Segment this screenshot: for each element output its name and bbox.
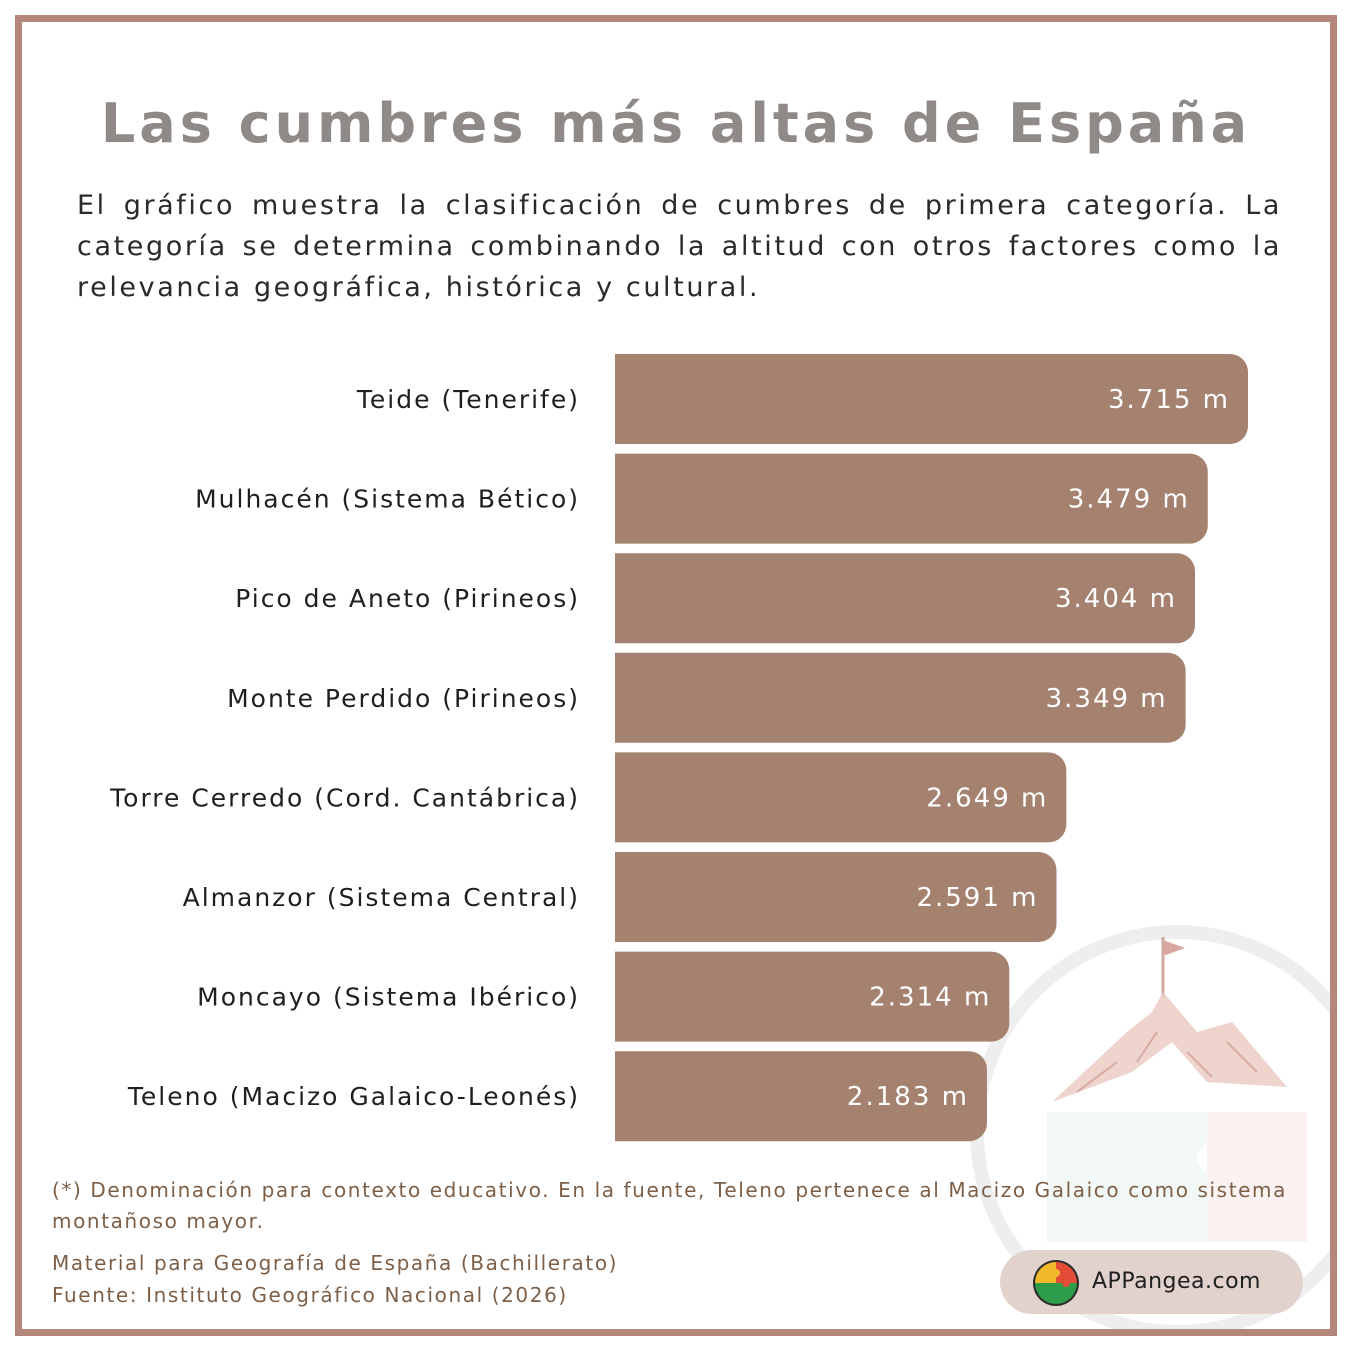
category-label: Monte Perdido (Pirineos) [227,684,580,713]
brand-badge[interactable]: APPangea.com [1000,1250,1303,1314]
page-title: Las cumbres más altas de España [100,92,1252,155]
value-label: 2.649 m [926,783,1048,813]
category-label: Teleno (Macizo Galaico-Leonés) [127,1082,580,1111]
material-text: Material para Geografía de España (Bachi… [52,1251,619,1275]
intro-text: El gráfico muestra la clasificación de c… [77,190,1282,303]
frame: Las cumbres más altas de España El gráfi… [15,15,1337,1336]
bar [615,852,1057,942]
bar [615,453,1208,544]
bar [615,752,1067,843]
category-label: Teide (Tenerife) [356,385,580,414]
value-label: 3.715 m [1108,385,1230,415]
value-label: 3.479 m [1068,485,1190,515]
bar [615,1051,987,1142]
category-label: Almanzor (Sistema Central) [183,883,580,912]
bar [615,553,1196,644]
value-label: 3.349 m [1046,684,1168,714]
source-text: Fuente: Instituto Geográfico Nacional (2… [52,1283,568,1307]
category-label: Pico de Aneto (Pirineos) [235,584,580,613]
bar-chart: Teide (Tenerife) 3.715 m Mulhacén (Sistema… [109,354,1248,1142]
footnote: (*) Denominación para contexto educativo… [52,1178,1287,1233]
value-label: 2.314 m [869,983,991,1013]
bar [615,951,1010,1042]
value-label: 2.183 m [847,1082,969,1112]
bar [615,354,1248,444]
brand-label: APPangea.com [1092,1269,1261,1294]
value-label: 3.404 m [1055,584,1177,614]
category-label: Moncayo (Sistema Ibérico) [197,983,580,1012]
bar [615,652,1186,743]
value-label: 2.591 m [916,883,1038,913]
category-label: Mulhacén (Sistema Bético) [195,485,580,514]
category-label: Torre Cerredo (Cord. Cantábrica) [109,783,580,812]
mountain-watermark-icon [970,925,1330,1329]
credits: Material para Geografía de España (Bachi… [52,1247,618,1311]
puzzle-logo-icon [1033,1260,1079,1306]
